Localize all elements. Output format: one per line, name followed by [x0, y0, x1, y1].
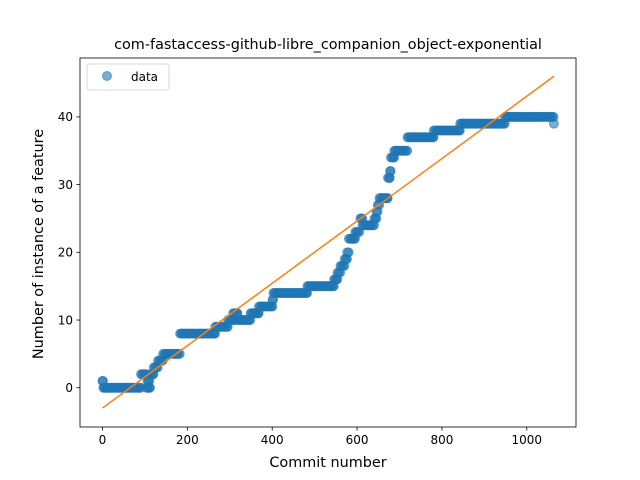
fit-lines: [102, 75, 555, 409]
fit-line: [102, 75, 555, 409]
axes-frame: [79, 57, 577, 428]
legend-box: [86, 63, 170, 91]
data-point: [385, 166, 396, 177]
x-axis-label: Commit number: [269, 455, 386, 471]
x-tick-label-600: 600: [346, 433, 369, 447]
data-point: [402, 145, 413, 156]
y-tick-label-10: 10: [58, 313, 73, 327]
x-tick-label-0: 0: [99, 433, 107, 447]
y-axis: 0 10 20 30 40: [58, 110, 80, 395]
legend-label-data: data: [131, 70, 158, 84]
y-tick-label-0: 0: [65, 381, 73, 395]
y-tick-label-40: 40: [58, 110, 73, 124]
legend: data: [86, 63, 170, 91]
x-axis: 0 200 400 600 800 1000: [99, 427, 542, 447]
x-tick-label-200: 200: [176, 433, 199, 447]
x-tick-label-800: 800: [430, 433, 453, 447]
y-axis-label: Number of instance of a feature: [31, 129, 47, 359]
data-point: [343, 247, 354, 258]
y-tick-label-20: 20: [58, 246, 73, 260]
data-point: [548, 118, 559, 129]
y-tick-label-30: 30: [58, 178, 73, 192]
x-tick-label-400: 400: [261, 433, 284, 447]
chart-title: com-fastaccess-github-libre_companion_ob…: [114, 37, 542, 53]
legend-marker-data: [102, 71, 112, 81]
x-tick-label-1000: 1000: [512, 433, 543, 447]
